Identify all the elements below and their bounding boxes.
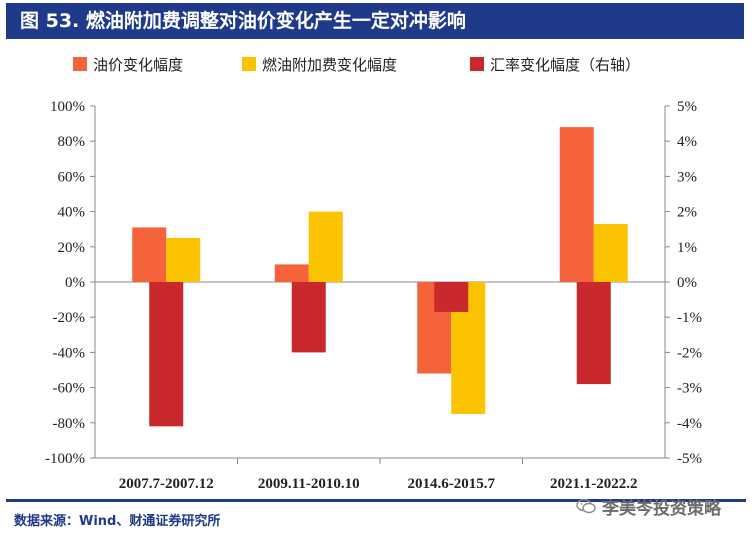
bar-fx: [291, 282, 326, 353]
bar-oil: [274, 264, 309, 282]
x-tick-label: 2014.6-2015.7: [408, 476, 496, 492]
legend-label-fx: 汇率变化幅度（右轴）: [490, 55, 641, 74]
bar-surcharge: [593, 223, 628, 282]
y-tick-label-left: 60%: [58, 169, 86, 185]
footer-divider: [6, 499, 746, 502]
legend-label-oil: 油价变化幅度: [93, 55, 184, 74]
wechat-icon: [576, 498, 596, 514]
y-tick-label-left: -40%: [53, 345, 86, 361]
legend: 油价变化幅度 燃油附加费变化幅度 汇率变化幅度（右轴）: [0, 52, 756, 76]
chart-title: 图 53. 燃油附加费调整对油价变化产生一定对冲影响: [20, 10, 466, 32]
source-note: 数据来源：Wind、财通证券研究所: [14, 514, 221, 529]
y-tick-label-left: -80%: [53, 416, 86, 432]
y-tick-label-right: -3%: [677, 381, 702, 397]
y-tick-label-left: -60%: [53, 381, 86, 397]
x-tick-label: 2007.7-2007.12: [119, 476, 214, 492]
legend-swatch-oil: [73, 57, 87, 71]
bar-fx: [434, 282, 469, 312]
legend-item-surcharge: 燃油附加费变化幅度: [242, 52, 397, 76]
y-tick-label-right: -1%: [677, 310, 702, 326]
y-tick-label-left: -100%: [45, 451, 85, 467]
y-tick-label-left: 80%: [58, 134, 86, 150]
y-tick-label-left: 40%: [58, 205, 86, 221]
bar-surcharge: [166, 238, 201, 282]
watermark-text: 李美岑投资策略: [602, 498, 721, 519]
y-tick-label-right: 3%: [677, 169, 697, 185]
y-tick-label-right: -2%: [677, 345, 702, 361]
bar-fx: [149, 282, 184, 427]
legend-item-oil: 油价变化幅度: [73, 52, 183, 76]
y-tick-label-left: 0%: [65, 275, 85, 291]
x-tick-label: 2021.1-2022.2: [550, 476, 638, 492]
y-tick-label-left: -20%: [53, 310, 86, 326]
legend-item-fx: 汇率变化幅度（右轴）: [470, 52, 640, 76]
bar-chart: 100% 5% 80% 4% 60% 3% 40% 2% 20% 1% 0% 0% -20% -1% -40…: [45, 99, 702, 492]
y-tick-label-right: 5%: [677, 99, 697, 115]
bar-oil: [132, 227, 167, 282]
y-tick-label-right: 0%: [677, 275, 697, 291]
bar-surcharge: [308, 211, 343, 282]
y-tick-label-right: 4%: [677, 134, 697, 150]
x-tick-label: 2009.11-2010.10: [258, 476, 360, 492]
bar-fx: [576, 282, 611, 385]
y-tick-label-left: 20%: [58, 240, 86, 256]
legend-swatch-fx: [470, 57, 484, 71]
watermark: 李美岑投资策略: [576, 494, 750, 519]
y-tick-label-right: -5%: [677, 451, 702, 467]
y-tick-label-right: 2%: [677, 205, 697, 221]
legend-label-surcharge: 燃油附加费变化幅度: [262, 55, 398, 74]
y-tick-label-right: 1%: [677, 240, 697, 256]
y-tick-label-right: -4%: [677, 416, 702, 432]
y-tick-label-left: 100%: [50, 99, 85, 115]
bar-oil: [559, 127, 594, 283]
title-bar: 图 53. 燃油附加费调整对油价变化产生一定对冲影响: [6, 3, 744, 39]
legend-swatch-surcharge: [242, 57, 256, 71]
